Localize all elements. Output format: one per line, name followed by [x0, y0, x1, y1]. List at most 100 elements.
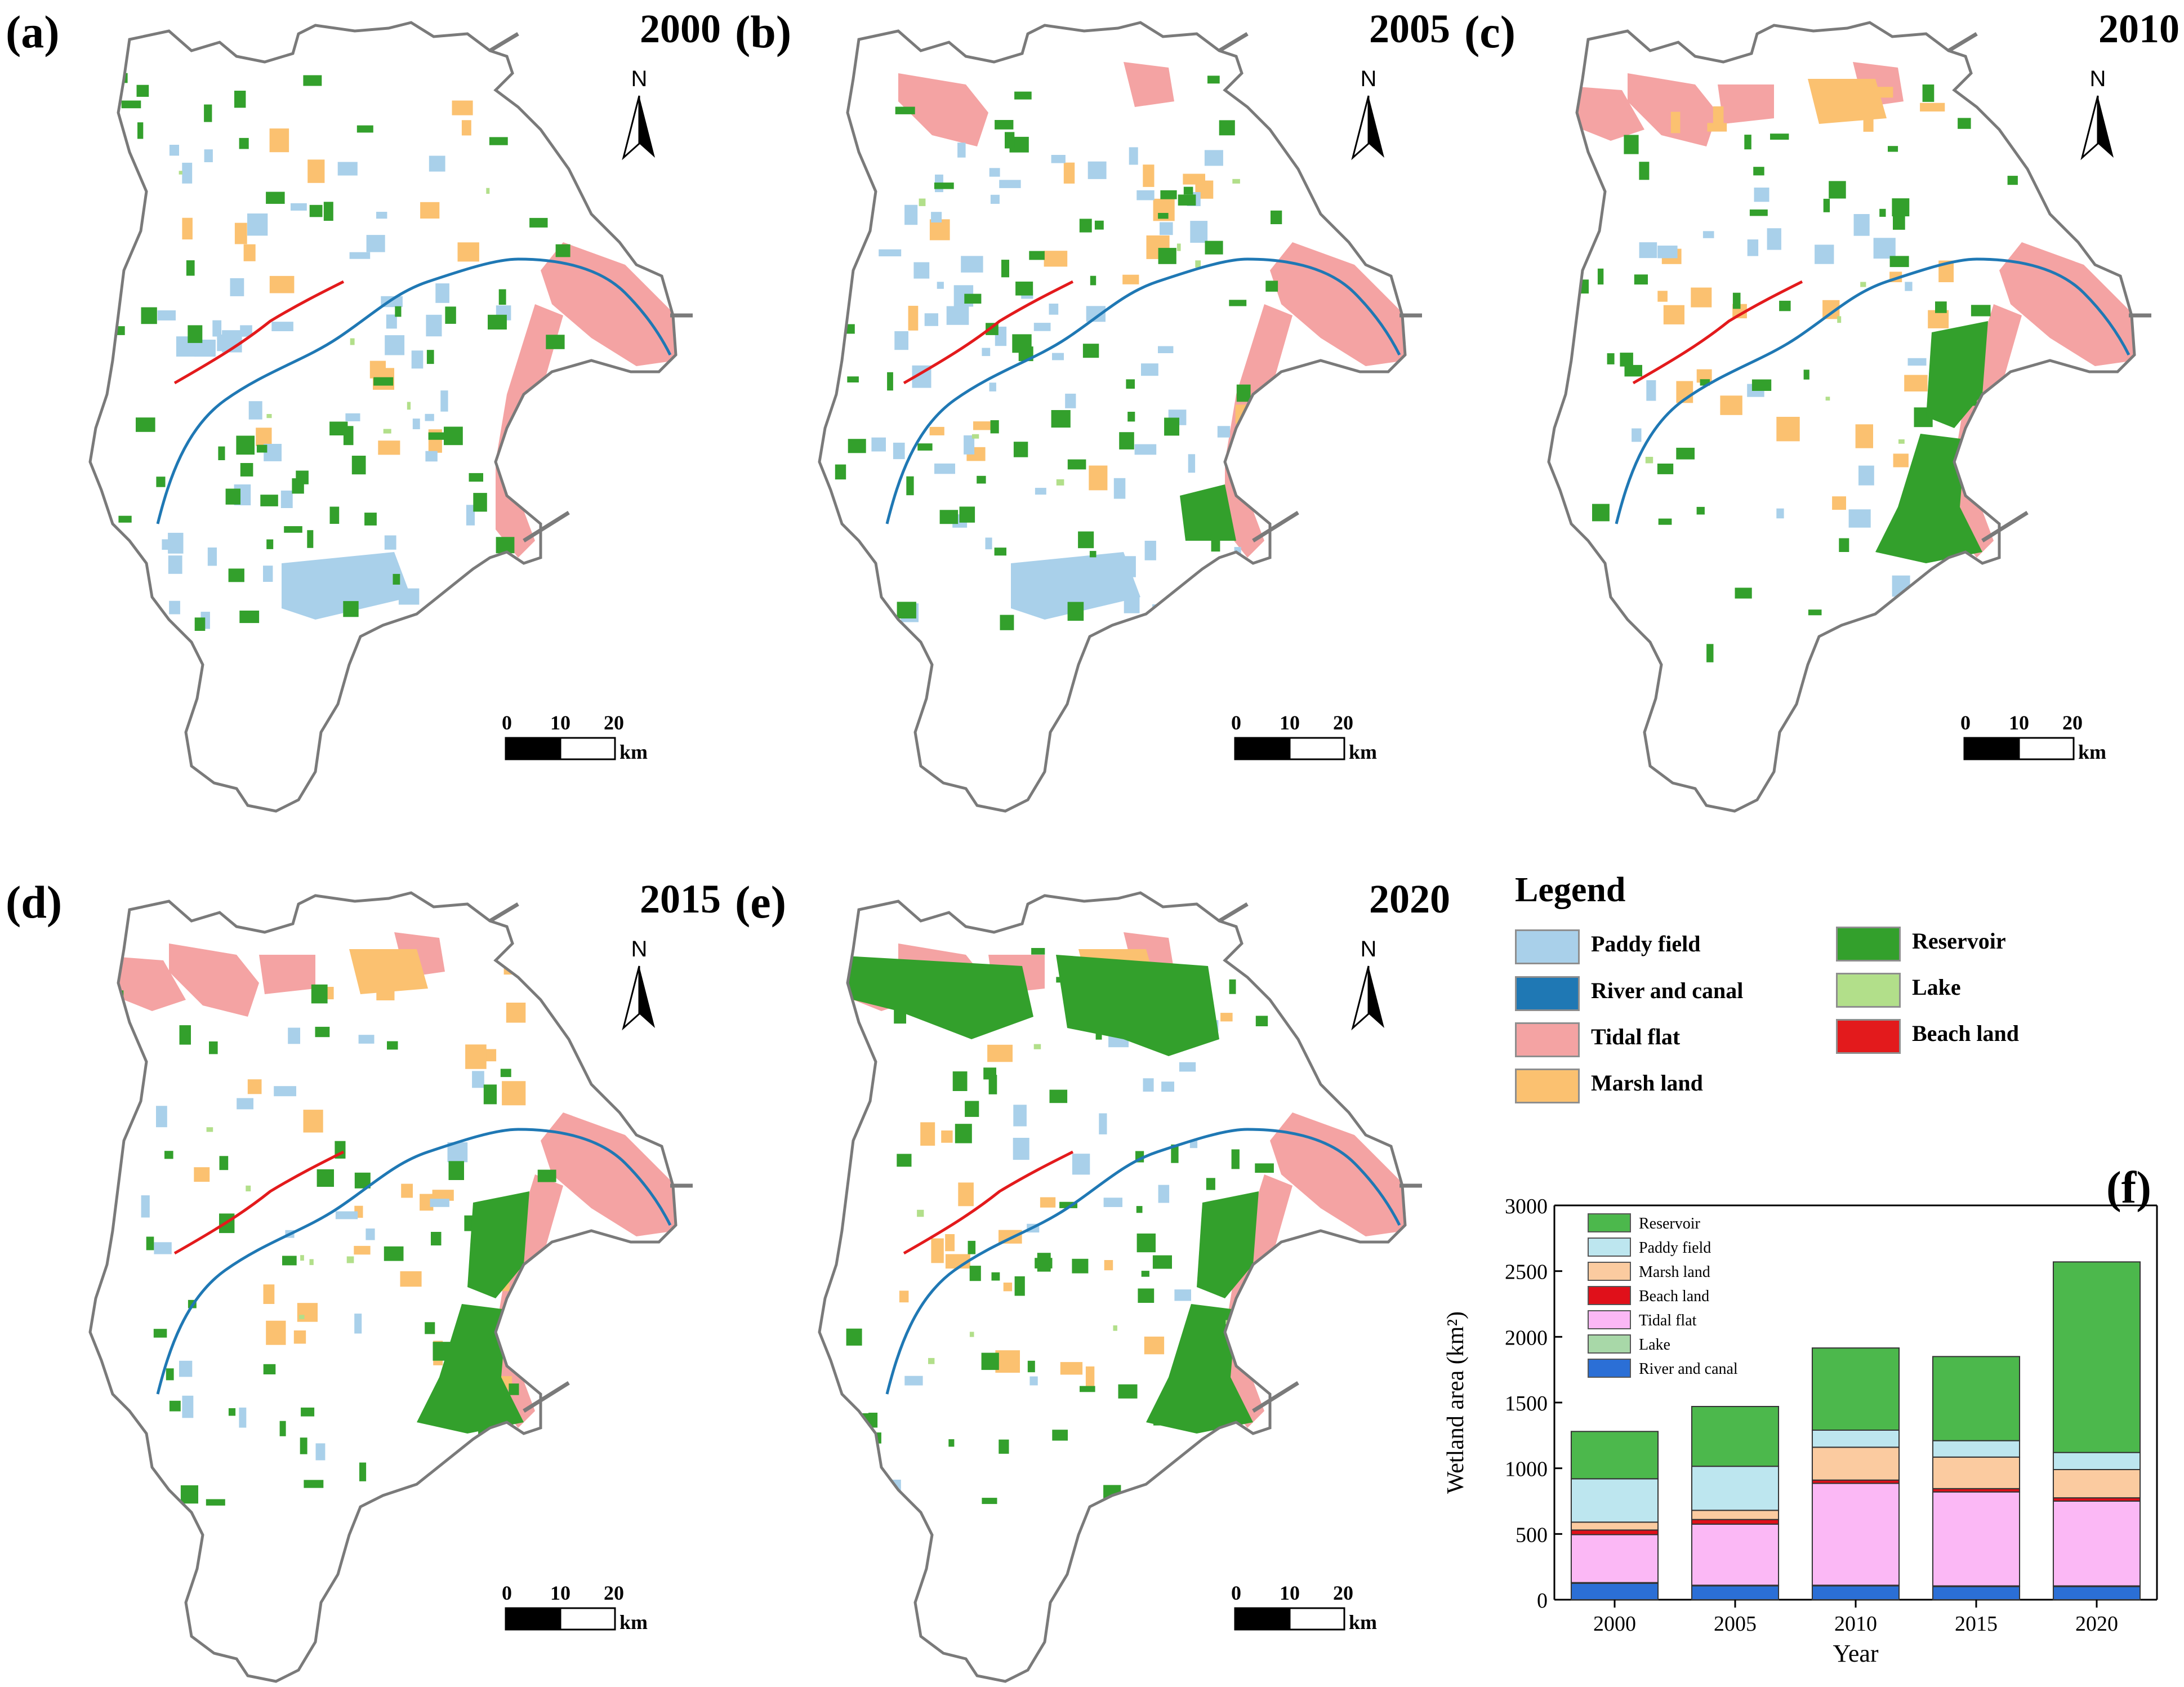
beach-land-line: [173, 280, 345, 385]
wetland-patch: [1179, 1062, 1196, 1072]
wetland-patch: [1127, 412, 1135, 422]
wetland-patch: [179, 171, 182, 175]
wetland-patch: [141, 307, 157, 324]
north-arrow-icon: N: [617, 935, 662, 1034]
wetland-patch: [182, 1395, 194, 1418]
wetland-patch: [1839, 538, 1849, 552]
map-panel-2000: (a) 2000 N 0 10 20 km: [0, 0, 726, 817]
wetland-patch: [1051, 155, 1066, 163]
wetland-patch: [194, 1167, 210, 1182]
wetland-patch: [1240, 459, 1246, 470]
wetland-patch: [1893, 453, 1909, 468]
wetland-patch: [964, 435, 975, 455]
wetland-patch: [1143, 1078, 1154, 1092]
wetland-patch: [219, 1156, 229, 1170]
wetland-patch: [1646, 380, 1656, 401]
boundary-segment: [523, 511, 570, 542]
chart-legend-swatch: [1588, 1359, 1631, 1378]
wetland-patch: [263, 566, 273, 582]
wetland-patch: [897, 1154, 912, 1167]
wetland-patch: [1060, 1362, 1083, 1375]
bar-segment: [1570, 1521, 1659, 1531]
wetland-patch: [1920, 103, 1945, 112]
wetland-patch: [186, 260, 195, 276]
wetland-patch: [1720, 395, 1742, 415]
wetland-patch: [855, 616, 871, 629]
wetland-patch: [498, 289, 506, 305]
wetland-patch: [502, 1081, 526, 1106]
wetland-patch: [1855, 424, 1873, 448]
boundary-segment: [489, 32, 519, 53]
y-tick-label: 0: [1537, 1589, 1548, 1613]
wetland-patch: [472, 1071, 484, 1088]
wetland-patch: [230, 278, 244, 296]
wetland-patch: [1078, 531, 1094, 549]
wetland-patch: [503, 955, 527, 975]
svg-text:km: km: [619, 741, 648, 763]
wetland-patch: [1624, 135, 1639, 154]
wetland-patch: [983, 1067, 996, 1080]
map-legend: Legend Paddy field River and canal Tidal…: [1498, 870, 2146, 1107]
panel-label: (c): [1464, 6, 1516, 57]
wetland-patch: [1670, 112, 1681, 133]
wetland-patch: [188, 325, 203, 343]
chart-legend-label: River and canal: [1639, 1360, 1738, 1378]
wetland-patch: [445, 306, 456, 324]
wetland-patch: [1707, 123, 1727, 132]
wetland-patch: [114, 1100, 121, 1109]
wetland-patch: [1141, 1271, 1149, 1277]
wetland-patch: [1888, 146, 1898, 152]
bar-segment: [1691, 1585, 1780, 1600]
wetland-patch: [234, 91, 246, 108]
north-arrow-icon: N: [1346, 65, 1391, 163]
wetland-patch: [1592, 504, 1610, 522]
wetland-patch: [1853, 214, 1870, 236]
wetland-patch: [383, 429, 391, 434]
wetland-patch: [1832, 496, 1846, 510]
wetland-patch: [282, 1256, 297, 1266]
wetland-patch: [425, 451, 438, 462]
bar-segment: [1570, 1529, 1659, 1535]
bar-segment: [1811, 1446, 1900, 1481]
north-label: N: [1361, 66, 1377, 91]
bar-segment: [1691, 1523, 1780, 1586]
wetland-patch: [1950, 602, 1959, 609]
wetland-patch: [500, 1069, 511, 1078]
wetland-patch: [1639, 162, 1650, 180]
wetland-patch: [1129, 147, 1138, 165]
wetland-patch: [429, 155, 445, 172]
wetland-patch: [346, 1256, 354, 1263]
wetland-patch: [973, 421, 995, 430]
wetland-patch: [991, 1272, 1000, 1281]
wetland-patch: [1732, 292, 1741, 309]
wetland-patch: [118, 515, 132, 523]
boundary-segment: [1218, 32, 1249, 53]
legend-swatch: [1836, 927, 1901, 962]
wetland-patch: [1183, 186, 1193, 195]
wetland-patch: [1119, 432, 1134, 449]
wetland-patch: [179, 1360, 193, 1377]
wetland-patch: [309, 1259, 314, 1265]
wetland-patch: [893, 442, 905, 460]
panel-label: (a): [6, 6, 60, 57]
wetland-patch: [1873, 238, 1896, 259]
panel-year: 2005: [1369, 6, 1450, 51]
chart-legend-label: Reservoir: [1639, 1215, 1701, 1232]
region-boundary: [88, 21, 678, 813]
wetland-patch: [546, 335, 565, 349]
wetland-patch: [1141, 363, 1158, 376]
wetland-patch: [1219, 120, 1235, 136]
wetland-patch: [929, 219, 950, 241]
wetland-patch: [1188, 454, 1196, 473]
wetland-patch: [119, 571, 130, 587]
panel-year: 2000: [640, 6, 721, 51]
wetland-patch: [931, 1238, 944, 1263]
wetland-patch: [156, 477, 166, 487]
chart-legend-swatch: [1588, 1334, 1631, 1354]
wetland-patch: [358, 1035, 375, 1044]
wetland-patch: [366, 1228, 375, 1240]
wetland-patch: [304, 1480, 324, 1488]
x-tick-label: 2005: [1714, 1612, 1757, 1636]
x-tick-label: 2015: [1955, 1612, 1998, 1636]
wetland-patch: [2017, 488, 2032, 505]
